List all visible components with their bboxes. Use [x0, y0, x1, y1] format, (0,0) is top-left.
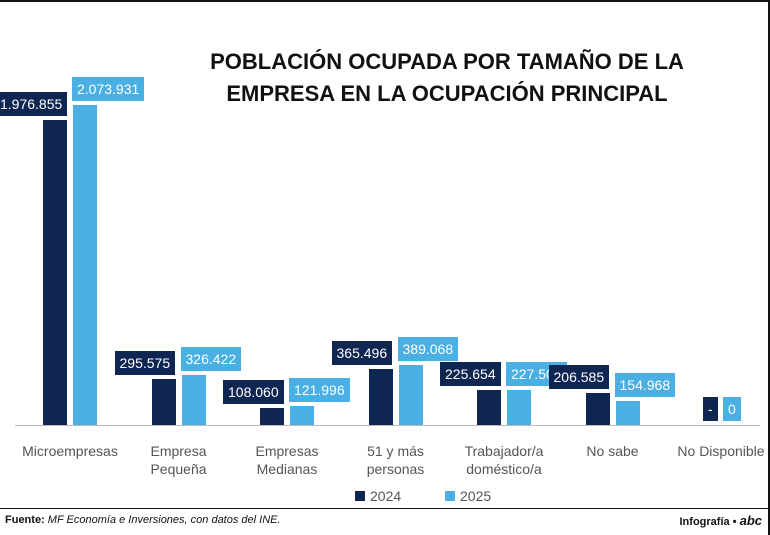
- value-label: 295.575: [114, 351, 176, 376]
- bar: [507, 389, 531, 425]
- x-tick-label: No sabe: [586, 443, 639, 459]
- bar: [181, 374, 206, 425]
- bar: [43, 119, 67, 425]
- legend-label: 2024: [370, 488, 402, 504]
- bar: [615, 401, 640, 425]
- value-label: 389.068: [397, 336, 459, 361]
- bar: [368, 368, 393, 425]
- bar: [585, 393, 610, 425]
- bar: [477, 390, 501, 425]
- logo: abc: [739, 513, 762, 528]
- source: Fuente: MF Economía e Inversiones, con d…: [5, 514, 281, 526]
- credit: Infografía • abc: [680, 513, 763, 528]
- bar: [73, 105, 97, 425]
- source-text: MF Economía e Inversiones, con datos del…: [47, 514, 281, 526]
- right-border: [768, 0, 770, 535]
- source-label: Fuente:: [5, 514, 45, 526]
- top-border: [0, 0, 770, 2]
- x-tick-label: No Disponible: [677, 443, 765, 459]
- legend-swatch: [355, 491, 365, 501]
- x-tick-label: Trabajador/a doméstico/a: [464, 443, 544, 477]
- value-label: 0: [723, 397, 741, 421]
- value-label: 1.976.855: [0, 91, 68, 116]
- baseline: [15, 425, 760, 426]
- value-label: 108.060: [223, 380, 284, 405]
- value-label: 206.585: [548, 365, 610, 390]
- legend-swatch: [445, 491, 455, 501]
- x-tick-label: 51 y más personas: [366, 443, 425, 477]
- bar: [398, 364, 423, 425]
- value-label: 154.968: [614, 373, 676, 398]
- value-label: -: [703, 397, 718, 421]
- chart-title: POBLACIÓN OCUPADA POR TAMAÑO DE LA EMPRE…: [210, 49, 684, 106]
- credit-text: Infografía •: [679, 516, 737, 528]
- x-tick-label: Microempresas: [22, 443, 118, 459]
- footer-rule: [0, 508, 770, 509]
- value-label: 2.073.931: [72, 77, 145, 101]
- x-tick-label: Empresa Pequeña: [150, 443, 207, 477]
- bar: [260, 408, 284, 425]
- value-label: 225.654: [440, 362, 501, 387]
- x-tick-label: Empresas Medianas: [255, 443, 319, 477]
- value-label: 326.422: [180, 346, 242, 371]
- value-label: 365.496: [331, 340, 393, 365]
- bar: [151, 379, 176, 425]
- bar: [290, 406, 314, 425]
- legend-label: 2025: [460, 488, 492, 504]
- value-label: 121.996: [289, 378, 350, 403]
